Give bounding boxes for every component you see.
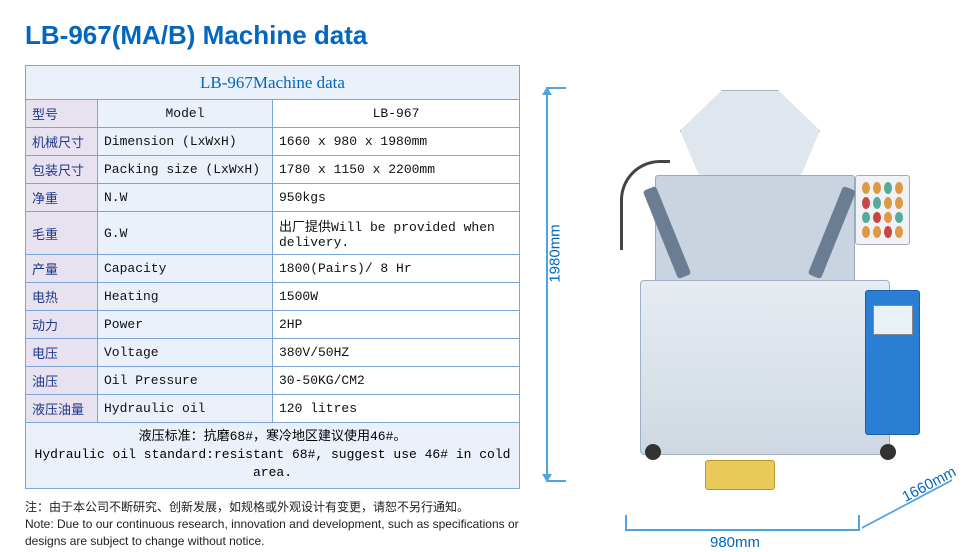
cell-en: Dimension (LxWxH) — [98, 128, 273, 156]
spec-table: LB-967Machine data 型号 Model LB-967 机械尺寸D… — [25, 65, 520, 489]
table-row: 毛重G.W出厂提供Will be provided when delivery. — [26, 212, 520, 255]
header-val: LB-967 — [273, 100, 520, 128]
cell-cn: 产量 — [26, 255, 98, 283]
table-header-row: 型号 Model LB-967 — [26, 100, 520, 128]
footnote: 注：由于本公司不断研究、创新发展，如规格或外观设计有变更，请恕不另行通知。 No… — [25, 499, 520, 551]
machine-figure: 1980mm 980mm 1660mm — [540, 65, 950, 545]
cell-val: 1660 x 980 x 1980mm — [273, 128, 520, 156]
dimension-height-line — [546, 87, 566, 482]
cell-cn: 净重 — [26, 184, 98, 212]
content-area: LB-967Machine data 型号 Model LB-967 机械尺寸D… — [25, 65, 950, 551]
page-title: LB-967(MA/B) Machine data — [25, 20, 950, 51]
dimension-height-label: 1980mm — [547, 224, 564, 282]
cell-val: 1800(Pairs)/ 8 Hr — [273, 255, 520, 283]
table-row: 油压Oil Pressure30-50KG/CM2 — [26, 367, 520, 395]
footnote-en: Note: Due to our continuous research, in… — [25, 516, 520, 551]
machine-control-panel — [855, 175, 910, 245]
table-row: 机械尺寸Dimension (LxWxH)1660 x 980 x 1980mm — [26, 128, 520, 156]
cell-val: 950kgs — [273, 184, 520, 212]
cell-cn: 电压 — [26, 339, 98, 367]
dimension-width-label: 980mm — [710, 534, 760, 551]
footnote-cn: 注：由于本公司不断研究、创新发展，如规格或外观设计有变更，请恕不另行通知。 — [25, 499, 520, 516]
table-note-cn: 液压标准：抗磨68#，寒冷地区建议使用46#。 — [139, 429, 407, 444]
table-row: 净重N.W950kgs — [26, 184, 520, 212]
table-note-en: Hydraulic oil standard:resistant 68#, su… — [35, 447, 511, 480]
cell-val: 1780 x 1150 x 2200mm — [273, 156, 520, 184]
machine-head — [680, 90, 820, 180]
cell-cn: 动力 — [26, 311, 98, 339]
machine-buttons — [862, 182, 903, 238]
table-row: 动力Power2HP — [26, 311, 520, 339]
cell-val: 380V/50HZ — [273, 339, 520, 367]
machine-screen — [873, 305, 913, 335]
cell-cn: 包装尺寸 — [26, 156, 98, 184]
machine-foot-pedal — [705, 460, 775, 490]
cell-cn: 液压油量 — [26, 395, 98, 423]
cell-cn: 毛重 — [26, 212, 98, 255]
table-row: 液压油量Hydraulic oil120 litres — [26, 395, 520, 423]
cell-val: 1500W — [273, 283, 520, 311]
header-en: Model — [98, 100, 273, 128]
table-row: 包装尺寸Packing size (LxWxH)1780 x 1150 x 22… — [26, 156, 520, 184]
cell-en: G.W — [98, 212, 273, 255]
cell-val: 2HP — [273, 311, 520, 339]
cell-val: 120 litres — [273, 395, 520, 423]
cell-en: Hydraulic oil — [98, 395, 273, 423]
cell-cn: 油压 — [26, 367, 98, 395]
machine-base — [640, 280, 890, 455]
table-row: 产量Capacity1800(Pairs)/ 8 Hr — [26, 255, 520, 283]
header-cn: 型号 — [26, 100, 98, 128]
table-note: 液压标准：抗磨68#，寒冷地区建议使用46#。 Hydraulic oil st… — [26, 423, 520, 489]
dimension-width-line — [625, 515, 860, 531]
machine-wheel — [645, 444, 661, 460]
cell-en: Packing size (LxWxH) — [98, 156, 273, 184]
cell-val: 出厂提供Will be provided when delivery. — [273, 212, 520, 255]
table-row: 电热Heating1500W — [26, 283, 520, 311]
machine-illustration — [585, 90, 935, 490]
cell-en: N.W — [98, 184, 273, 212]
cell-cn: 电热 — [26, 283, 98, 311]
machine-wheel — [880, 444, 896, 460]
cell-en: Voltage — [98, 339, 273, 367]
cell-en: Capacity — [98, 255, 273, 283]
table-caption: LB-967Machine data — [26, 66, 520, 100]
cell-en: Oil Pressure — [98, 367, 273, 395]
cell-cn: 机械尺寸 — [26, 128, 98, 156]
cell-en: Power — [98, 311, 273, 339]
cell-en: Heating — [98, 283, 273, 311]
cell-val: 30-50KG/CM2 — [273, 367, 520, 395]
table-row: 电压Voltage380V/50HZ — [26, 339, 520, 367]
spec-column: LB-967Machine data 型号 Model LB-967 机械尺寸D… — [25, 65, 520, 551]
